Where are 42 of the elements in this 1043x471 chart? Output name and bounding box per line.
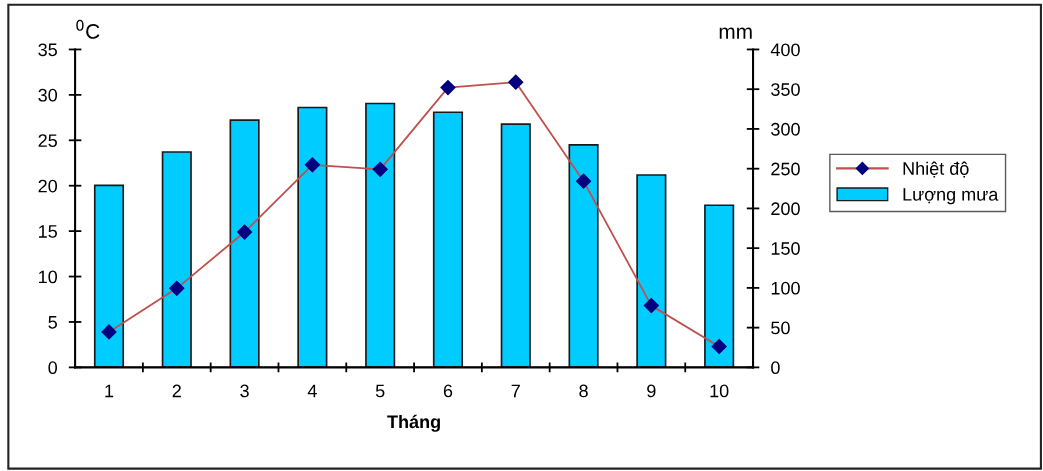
- y-tick-label: 30: [38, 88, 58, 102]
- bar: [365, 102, 396, 368]
- x-tick-label: 1: [105, 384, 114, 398]
- y-axis-title: $^{0}$C: [76, 19, 100, 39]
- legend-label: Lượng mưa: [903, 188, 999, 205]
- y2-tick-label: 300: [771, 122, 800, 136]
- y-tick-label: 15: [39, 225, 57, 238]
- y2-tick-label: 400: [770, 43, 800, 57]
- x-tick-label: 9: [647, 384, 656, 398]
- x-tick-label: 4: [307, 384, 317, 398]
- y-tick-label: 20: [38, 179, 58, 193]
- y2-tick-label: 200: [771, 202, 800, 216]
- y2-tick-label: 250: [771, 162, 800, 176]
- y-tick-label: 35: [38, 43, 57, 57]
- bar: [568, 143, 599, 368]
- y2-tick-label: 150: [771, 242, 800, 255]
- y2-tick-label: 350: [771, 83, 800, 96]
- x-tick-label: 2: [172, 384, 181, 398]
- bar: [500, 123, 531, 368]
- bar: [432, 111, 464, 368]
- legend-label: Nhiệt độ: [903, 161, 969, 178]
- bar: [636, 174, 667, 368]
- x-tick-label: 8: [579, 384, 588, 398]
- y-tick-label: 0: [48, 361, 58, 375]
- y-tick-label: 5: [48, 316, 57, 329]
- y-tick-label: 25: [38, 134, 57, 148]
- bar: [704, 204, 735, 368]
- x-tick-label: 3: [240, 384, 249, 398]
- x-tick-label: 10: [710, 384, 729, 398]
- bar: [161, 151, 192, 368]
- y2-tick-label: 50: [771, 321, 790, 335]
- y2-tick-label: 0: [771, 361, 780, 375]
- y2-tick-label: 100: [771, 281, 800, 295]
- y2-axis-title: mm: [719, 27, 752, 39]
- bar: [93, 184, 125, 368]
- bar: [297, 106, 328, 368]
- x-axis-title: Tháng: [387, 414, 440, 432]
- x-tick-label: 7: [511, 384, 520, 398]
- bar: [229, 119, 260, 368]
- x-tick-label: 6: [443, 384, 453, 398]
- x-tick-label: 5: [375, 384, 385, 398]
- y-tick-label: 10: [39, 270, 58, 284]
